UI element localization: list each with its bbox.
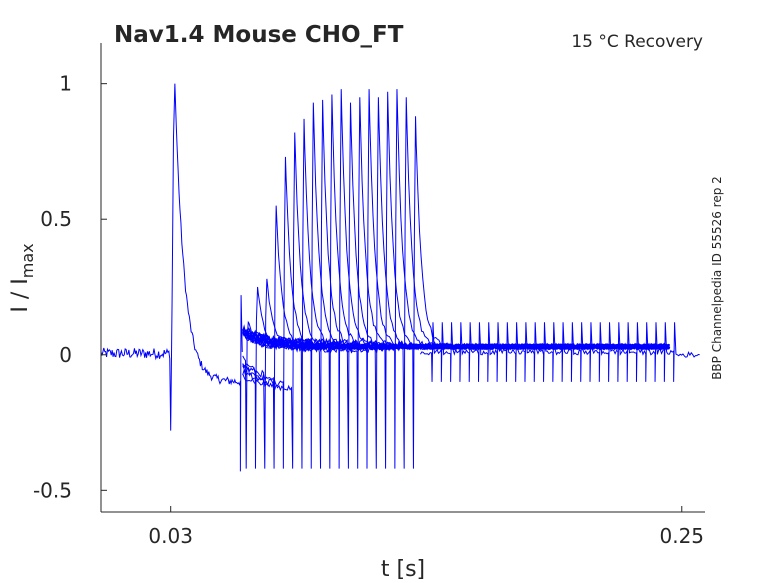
tick-group: 0.03 0.25 1 0.5 0 -0.5 [33, 72, 704, 548]
y-tick-label: 1 [59, 72, 72, 96]
recovery-sweep-19 [242, 116, 671, 469]
y-axis-label-group: I / Imax [8, 243, 37, 312]
x-tick-label: 0.03 [148, 524, 193, 548]
y-axis-label-subscript: max [18, 243, 37, 278]
y-axis-label: I / I [8, 278, 33, 312]
chart-title: Nav1.4 Mouse CHO_FT [114, 22, 404, 48]
chart-subtitle: 15 °C Recovery [571, 32, 703, 52]
side-label: BBP Channelpedia ID 55526 rep 2 [710, 176, 724, 380]
axes [100, 43, 705, 513]
y-tick-label: 0.5 [40, 207, 72, 231]
trace-group [100, 83, 700, 472]
y-tick-label: 0 [59, 343, 72, 367]
tail-trace [419, 322, 700, 382]
x-tick-label: 0.25 [660, 524, 705, 548]
svg-text:I / Imax: I / Imax [8, 243, 37, 312]
x-axis-label: t [s] [381, 557, 425, 582]
side-label-group: BBP Channelpedia ID 55526 rep 2 [710, 176, 724, 380]
conditioning-trace [100, 83, 243, 472]
y-tick-label: -0.5 [33, 478, 72, 502]
